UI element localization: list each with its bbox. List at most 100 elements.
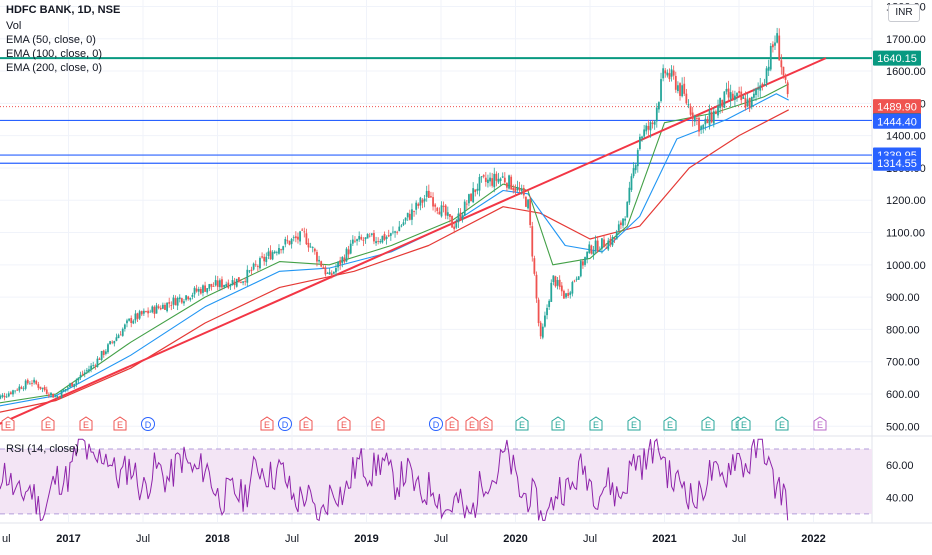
candle-body: [398, 226, 401, 232]
candle-body: [742, 96, 745, 99]
candle-body: [442, 205, 445, 207]
candle-body: [373, 233, 375, 242]
candle-body: [590, 245, 593, 254]
candle-body: [613, 237, 616, 240]
candle-body: [166, 302, 168, 312]
candle-body: [497, 178, 500, 183]
candle-body: [151, 306, 154, 313]
candle-body: [430, 196, 432, 198]
candle-body: [444, 205, 447, 216]
x-tick-label: Jul: [583, 533, 597, 545]
candle-body: [1, 394, 4, 397]
candle-body: [123, 324, 126, 329]
candle-body: [620, 222, 622, 226]
event-marker-label: E: [83, 420, 89, 430]
candle-body: [33, 379, 36, 383]
candle-body: [554, 276, 557, 287]
candle-body: [147, 310, 149, 314]
candle-body: [552, 275, 555, 283]
event-marker-label: E: [469, 420, 475, 430]
candle-body: [104, 351, 107, 354]
candle-body: [96, 358, 99, 368]
candle-body: [776, 33, 779, 43]
candle-body: [282, 246, 285, 251]
candle-body: [761, 83, 764, 86]
candle-body: [672, 70, 675, 76]
candle-body: [389, 233, 392, 236]
candle-body: [339, 260, 342, 265]
candle-body: [313, 248, 316, 252]
candle-body: [459, 212, 462, 220]
candle-body: [674, 75, 677, 90]
candle-body: [512, 187, 515, 191]
earnings-marker: [299, 416, 313, 431]
y-tick-label: 900.00: [886, 292, 920, 304]
candle-body: [299, 231, 301, 242]
time-axis[interactable]: ul 2017 Jul 2018 Jul 2019 Jul 2020 Jul 2021 Jul 202…: [2, 533, 826, 545]
candle-body: [767, 66, 770, 71]
candle-body: [653, 121, 656, 125]
candle-body: [303, 231, 306, 233]
trendline[interactable]: [0, 57, 827, 426]
candle-body: [432, 197, 434, 207]
candle-body: [109, 341, 111, 345]
y-tick-label: 1200.00: [886, 195, 926, 207]
candle-body: [278, 247, 280, 254]
candle-body: [294, 236, 297, 239]
rsi-line: [0, 438, 789, 522]
candle-body: [79, 374, 82, 378]
event-marker-label: D: [282, 420, 289, 430]
candle-body: [223, 285, 225, 287]
candle-body: [541, 326, 544, 338]
event-marker-label: E: [593, 420, 599, 430]
candle-body: [664, 70, 667, 74]
y-tick-label: 500.00: [886, 421, 920, 433]
candle-body: [164, 304, 166, 310]
candle-body: [180, 298, 183, 303]
candle-body: [155, 305, 158, 314]
candle-body: [31, 382, 33, 384]
candle-body: [360, 236, 363, 240]
candle-body: [563, 290, 565, 299]
candle-body: [660, 79, 662, 102]
horizontal-levels: [0, 57, 872, 164]
event-marker-label: E: [341, 420, 347, 430]
candle-body: [43, 387, 46, 391]
candle-body: [214, 280, 217, 286]
candle-body: [128, 318, 130, 321]
y-tick-label: 1100.00: [886, 228, 925, 240]
event-markers: EEEEDEDEEEDEESEEEEEEEEEE: [1, 416, 827, 431]
rsi-tick-label: 60.00: [886, 460, 914, 472]
legend-ema200[interactable]: EMA (200, close, 0): [6, 62, 102, 74]
candle-body: [218, 280, 221, 288]
candle-body: [565, 293, 567, 298]
event-marker-label: E: [519, 420, 525, 430]
earnings-marker: [79, 416, 93, 431]
candle-body: [138, 311, 141, 319]
candle-body: [468, 194, 470, 204]
candle-body: [727, 88, 730, 98]
candle-body: [381, 235, 384, 243]
dividend-marker: [429, 417, 443, 431]
candle-body: [556, 280, 559, 286]
candle-body: [364, 237, 367, 240]
candle-body: [12, 390, 14, 395]
legend-ema50[interactable]: EMA (50, close, 0): [6, 34, 96, 46]
candle-body: [470, 193, 472, 202]
candle-body: [185, 295, 187, 300]
candle-body: [242, 281, 244, 283]
legend-vol[interactable]: Vol: [6, 20, 22, 32]
event-marker-label: E: [817, 420, 823, 430]
candle-body: [681, 85, 684, 97]
candle-body: [522, 187, 525, 196]
candle-body: [748, 97, 751, 109]
candle-body: [527, 199, 529, 209]
candle-body: [288, 240, 291, 245]
legend-ema100[interactable]: EMA (100, close, 0): [6, 48, 102, 60]
candle-body: [417, 203, 420, 206]
candle-body: [474, 189, 477, 193]
candle-body: [453, 226, 456, 230]
currency-button[interactable]: INR: [888, 4, 920, 22]
candle-body: [301, 229, 304, 231]
